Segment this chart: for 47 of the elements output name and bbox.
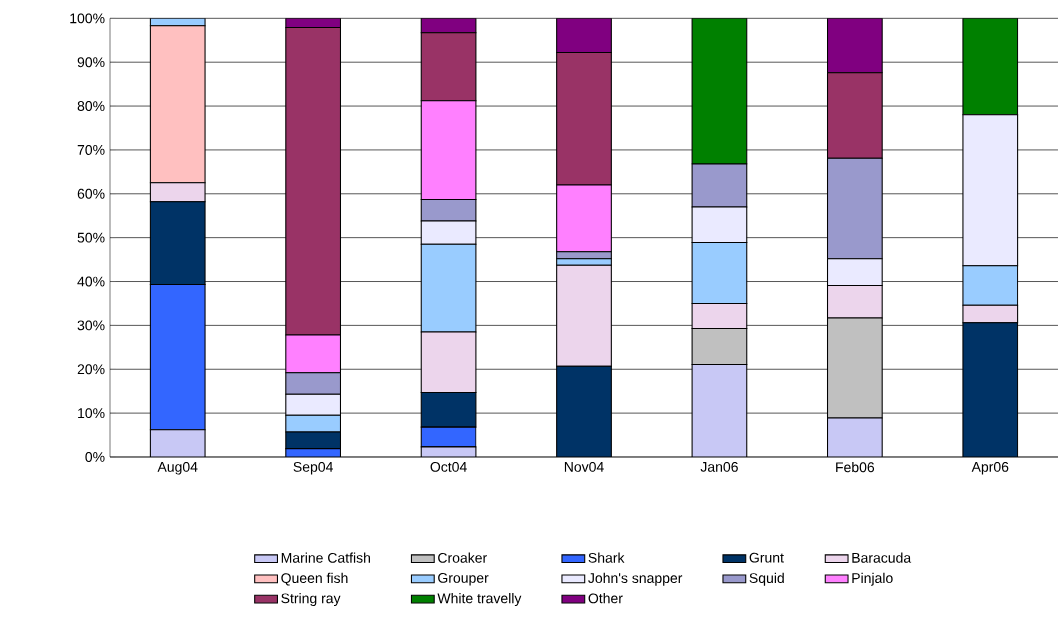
- legend-label: Baracuda: [852, 552, 912, 563]
- bar: [149, 429, 206, 457]
- x-tick-label: Feb06: [836, 461, 875, 473]
- bar: [556, 365, 612, 457]
- bar: [420, 331, 477, 394]
- x-tick-label: Nov04: [564, 461, 604, 472]
- bar: [962, 18, 1019, 116]
- y-tick-label: 80%: [77, 101, 105, 112]
- bar: [691, 363, 748, 457]
- y-tick-label: 30%: [77, 320, 105, 331]
- bar: [149, 201, 206, 286]
- y-tick-label: 0%: [85, 452, 105, 462]
- bar: [826, 417, 883, 457]
- bar: [556, 258, 612, 266]
- legend-label: John's snapper: [588, 572, 683, 586]
- bar: [556, 264, 612, 367]
- legend-label: Croaker: [438, 552, 487, 563]
- bar: [962, 322, 1019, 457]
- bar: [691, 18, 748, 165]
- legend-label: Pinjalo: [852, 572, 893, 586]
- legend-label: Marine Catfish: [281, 552, 370, 563]
- legend-label: Queen fish: [281, 572, 348, 586]
- y-tick-label: 70%: [77, 144, 105, 155]
- legend-label: Other: [588, 593, 623, 604]
- y-tick-label: 90%: [77, 57, 105, 68]
- legend-label: Grunt: [749, 552, 784, 563]
- y-tick-label: 50%: [77, 232, 105, 243]
- bar: [149, 284, 206, 431]
- y-tick-label: 10%: [78, 408, 105, 419]
- bar: [962, 265, 1019, 306]
- y-tick-label: 100%: [70, 13, 105, 24]
- y-tick-label: 40%: [77, 276, 105, 287]
- legend-label: White travelly: [437, 593, 522, 607]
- x-tick-label: Oct04: [430, 461, 467, 472]
- bar: [691, 241, 748, 304]
- legend-label: String ray: [281, 593, 341, 607]
- legend-label: Squid: [749, 572, 784, 586]
- x-tick-label: Sep04: [293, 461, 333, 475]
- x-tick-label: Aug04: [157, 461, 198, 475]
- bar: [420, 391, 477, 428]
- bar: [420, 243, 477, 333]
- legend-label: Shark: [588, 552, 625, 563]
- y-tick-label: 60%: [77, 188, 105, 199]
- x-tick-label: Apr06: [971, 461, 1009, 475]
- y-tick-label: 20%: [77, 364, 105, 375]
- x-tick-label: Jan06: [700, 461, 738, 472]
- legend-label: Grouper: [438, 572, 489, 586]
